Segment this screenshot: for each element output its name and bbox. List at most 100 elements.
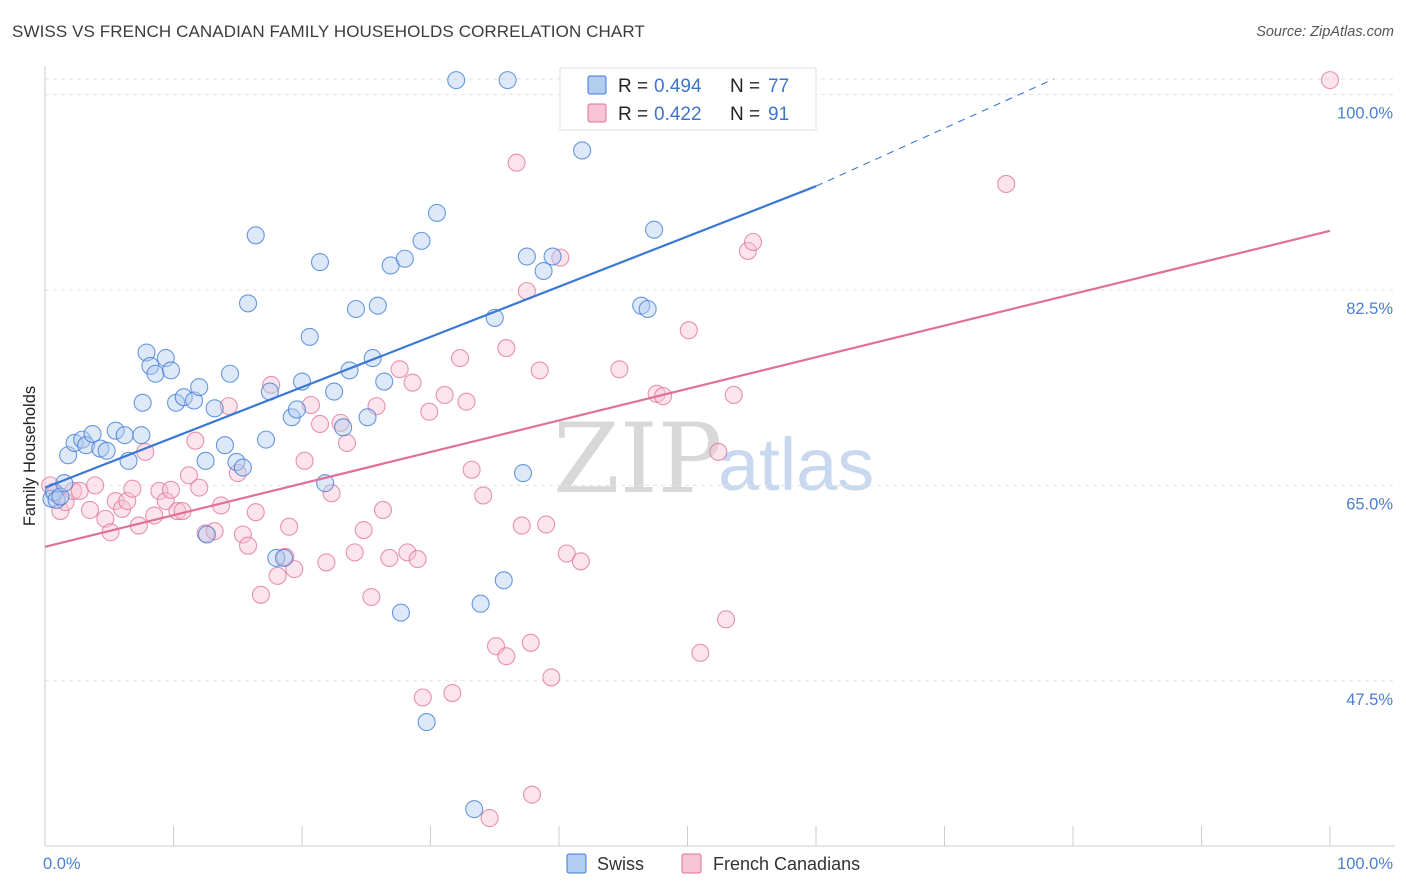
french-canadians-point — [738, 241, 757, 260]
swiss-point — [287, 400, 306, 419]
correlation-legend: R = 0.494 N = 77 R = 0.422 N = 91 — [559, 67, 817, 131]
french-canadians-point — [373, 500, 393, 519]
swiss-point — [196, 451, 215, 470]
swiss-point — [146, 364, 165, 383]
french-canadians-point — [123, 479, 142, 498]
french-canadians-point — [280, 517, 299, 536]
swiss-point — [115, 426, 134, 445]
french-canadians-point — [251, 585, 270, 604]
french-canadians-point — [80, 500, 100, 519]
bottom-legend-french-swatch — [681, 853, 702, 874]
french-canadians-point — [310, 414, 330, 434]
legend-swiss-n-label: N = — [730, 76, 760, 97]
chart-title: SWISS VS FRENCH CANADIAN FAMILY HOUSEHOL… — [12, 22, 645, 41]
swiss-point — [215, 436, 234, 455]
swiss-point — [465, 800, 484, 819]
swiss-point — [185, 391, 204, 410]
french-canadians-point — [161, 480, 180, 499]
swiss-point — [97, 441, 116, 460]
legend-french-swatch — [587, 103, 607, 123]
french-canadians-point — [276, 547, 295, 566]
french-canadians-point — [497, 647, 516, 666]
bottom-legend-swiss-label: Swiss — [597, 854, 644, 874]
french-canadians-point — [150, 481, 169, 501]
legend-french-n-value: 91 — [768, 104, 789, 125]
french-canadians-point — [317, 553, 336, 572]
french-canadians-point — [497, 339, 516, 358]
french-canadians-point — [462, 460, 481, 479]
swiss-point — [256, 430, 276, 449]
french-canadians-point — [743, 232, 763, 252]
french-canadians-point — [238, 536, 258, 555]
french-canadians-point — [86, 476, 105, 495]
x-tick-label-left: 0.0% — [43, 855, 81, 873]
bottom-legend-swiss-swatch — [566, 853, 587, 874]
french-canadians-point — [679, 321, 698, 340]
swiss-point — [368, 296, 387, 315]
swiss-point — [190, 378, 209, 397]
swiss-point — [174, 388, 193, 407]
swiss-point — [346, 299, 366, 319]
swiss-point — [645, 220, 664, 239]
french-canadians-point — [345, 543, 364, 562]
swiss-point — [543, 247, 562, 266]
french-canadians-point — [246, 503, 265, 522]
french-canadians-point — [1320, 71, 1340, 90]
watermark-atlas: atlas — [718, 423, 874, 506]
french-canadians-point — [301, 395, 321, 415]
swiss-point — [573, 141, 592, 160]
swiss-point — [498, 71, 517, 90]
french-canadians-point — [413, 688, 432, 707]
french-canadians-point — [285, 560, 304, 579]
swiss-point — [220, 364, 240, 383]
french-canadians-point — [709, 442, 728, 461]
french-canadians-point — [691, 643, 710, 662]
swiss-point — [267, 548, 286, 568]
swiss-point — [517, 247, 536, 266]
trend-lines — [44, 78, 1331, 548]
swiss-point — [77, 436, 96, 455]
french-canadians-point — [51, 502, 70, 521]
french-canadians-point — [295, 451, 314, 470]
french-canadians-point — [724, 385, 743, 405]
swiss-points — [42, 71, 750, 819]
y-tick-label: 65.0% — [1346, 495, 1393, 513]
swiss-point — [417, 713, 436, 732]
swiss-point — [363, 349, 382, 368]
legend-french-r-value: 0.422 — [654, 104, 702, 125]
french-canadians-point — [380, 548, 399, 568]
swiss-point — [494, 571, 513, 590]
bottom-legend-french-label: French Canadians — [713, 854, 860, 874]
french-canadians-point — [337, 433, 357, 453]
swiss-point — [137, 343, 156, 362]
swiss-trend-extension — [815, 78, 1054, 187]
french-canadians-point — [571, 552, 590, 571]
french-canadians-point — [512, 516, 531, 535]
swiss-point — [197, 525, 216, 544]
french-canadians-point — [398, 543, 417, 562]
legend-french-n-label: N = — [730, 104, 760, 125]
french-canadians-point — [233, 525, 252, 544]
french-canadians-point — [186, 431, 205, 450]
french-canadians-point — [443, 683, 462, 703]
legend-swiss-r-label: R = — [618, 76, 648, 97]
french-canadians-point — [451, 349, 470, 368]
y-tick-label: 100.0% — [1337, 105, 1393, 123]
french-canadians-point — [522, 785, 542, 804]
french-canadians-point — [262, 375, 281, 394]
french-canadians-point — [457, 392, 476, 411]
legend-swiss-n-value: 77 — [768, 76, 789, 97]
french-canadians-point — [521, 633, 540, 652]
french-canadians-point — [190, 478, 209, 497]
watermark-zip: ZIP — [553, 403, 722, 515]
french-canadians-point — [354, 520, 373, 540]
french-canadians-point — [390, 360, 409, 379]
x-tick-label-right: 100.0% — [1337, 855, 1393, 873]
french-canadians-point — [557, 544, 576, 563]
legend-swiss-swatch — [587, 75, 607, 95]
swiss-point — [133, 393, 152, 412]
swiss-trend-line — [44, 185, 817, 489]
swiss-point — [300, 327, 319, 346]
swiss-point — [325, 382, 344, 401]
